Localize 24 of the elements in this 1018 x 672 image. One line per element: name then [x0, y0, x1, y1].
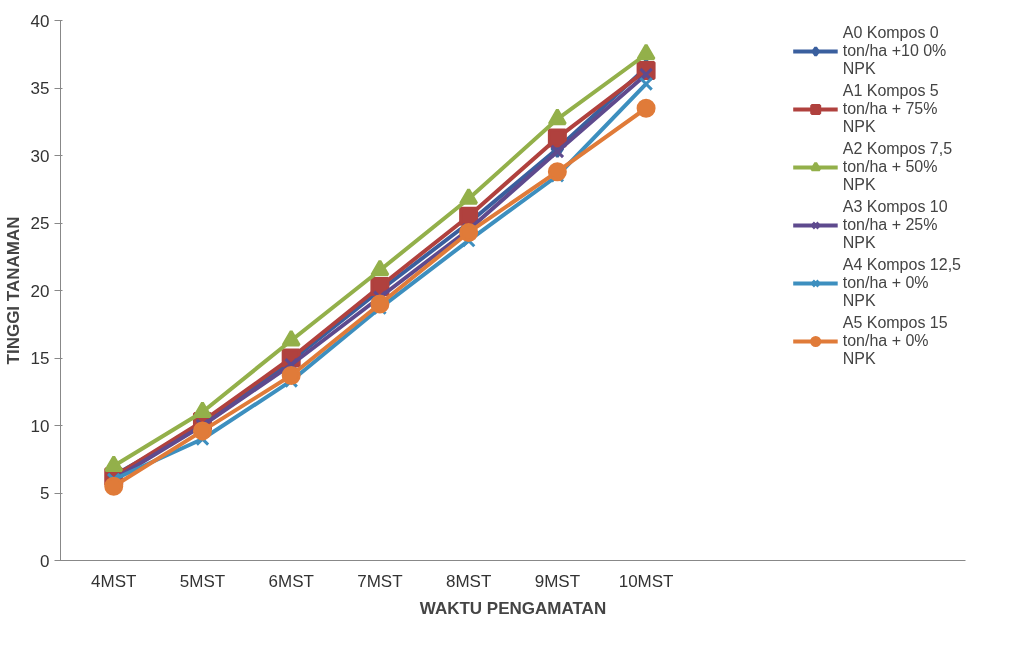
x-tick-label: 4MST [91, 571, 137, 591]
y-tick-label: 0 [40, 551, 50, 571]
legend-label: A3 Kompos 10 ton/ha + 25% NPK [842, 198, 948, 252]
legend-label: A1 Kompos 5 ton/ha + 75% NPK [842, 82, 939, 136]
y-tick-label: 35 [30, 79, 50, 98]
x-axis-title: WAKTU PENGAMATAN [419, 598, 607, 618]
x-tick-label: 10MST [618, 571, 674, 591]
legend-label: A2 Kompos 7,5 ton/ha + 50% NPK [842, 140, 953, 194]
legend-label: A0 Kompos 0 ton/ha +10 0% NPK [842, 24, 947, 78]
y-tick-label: 40 [30, 11, 50, 31]
y-tick-label: 15 [30, 349, 50, 368]
y-tick-label: 10 [30, 416, 50, 436]
x-tick-label: 6MST [268, 571, 314, 591]
y-axis-title: TINGGI TANAMAN [3, 216, 23, 365]
x-tick-label: 5MST [179, 571, 226, 591]
x-tick-label: 7MST [357, 571, 403, 591]
legend-label: A4 Kompos 12,5 ton/ha + 0% NPK [842, 256, 961, 310]
legend-label: A5 Kompos 15 ton/ha + 0% NPK [842, 314, 948, 368]
y-tick-label: 25 [30, 214, 50, 233]
y-tick-label: 5 [40, 484, 50, 503]
y-tick-label: 20 [30, 281, 50, 301]
y-tick-label: 30 [30, 146, 50, 166]
x-tick-label: 9MST [534, 571, 581, 591]
x-tick-label: 8MST [445, 571, 492, 591]
